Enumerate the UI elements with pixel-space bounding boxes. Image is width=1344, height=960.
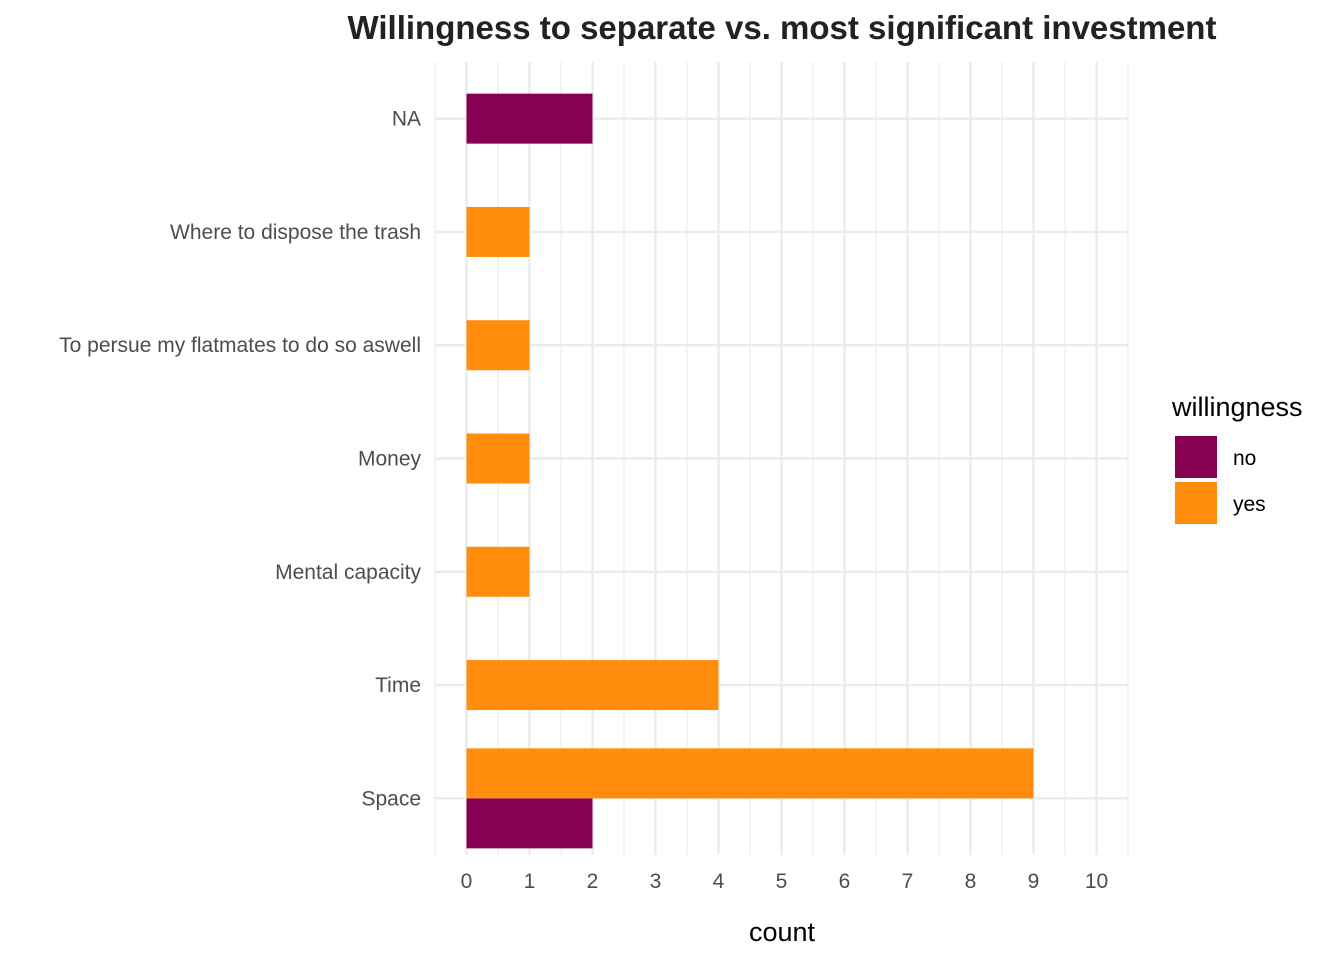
x-axis-tick-labels: 0 1 2 3 4 5 6 7 8 9 10: [461, 870, 1109, 893]
x-tick-label: 3: [650, 870, 662, 893]
chart-title: Willingness to separate vs. most signifi…: [348, 9, 1217, 46]
y-tick-label: Space: [361, 787, 421, 810]
y-tick-label: Where to dispose the trash: [170, 221, 421, 244]
legend-key-yes: [1175, 482, 1217, 524]
x-tick-label: 4: [713, 870, 725, 893]
x-tick-label: 6: [839, 870, 851, 893]
legend-label-yes: yes: [1233, 493, 1266, 516]
x-tick-label: 1: [524, 870, 536, 893]
bar-yes: [466, 748, 1034, 799]
y-tick-label: Time: [375, 674, 421, 697]
bar-no: [466, 93, 593, 144]
bar-yes: [466, 660, 719, 711]
legend: willingness no yes: [1171, 392, 1303, 524]
legend-label-no: no: [1233, 447, 1256, 470]
x-tick-label: 9: [1028, 870, 1040, 893]
bar-yes: [466, 320, 530, 371]
bars: [466, 93, 1034, 849]
x-tick-label: 8: [965, 870, 977, 893]
x-tick-label: 5: [776, 870, 788, 893]
x-tick-label: 7: [902, 870, 914, 893]
bar-yes: [466, 433, 530, 484]
x-tick-label: 2: [587, 870, 599, 893]
legend-key-no: [1175, 436, 1217, 478]
x-tick-label: 0: [461, 870, 473, 893]
grid: [434, 62, 1129, 855]
y-tick-label: Money: [358, 448, 422, 471]
y-tick-label: To persue my flatmates to do so aswell: [59, 334, 421, 357]
y-axis-tick-labels: NA Where to dispose the trash To persue my…: [59, 108, 421, 811]
bar-no: [466, 798, 593, 849]
y-tick-label: Mental capacity: [275, 561, 421, 584]
x-tick-label: 10: [1085, 870, 1108, 893]
bar-yes: [466, 206, 530, 257]
legend-title: willingness: [1171, 392, 1303, 422]
x-axis-title: count: [749, 917, 816, 947]
y-tick-label: NA: [392, 108, 421, 131]
bar-yes: [466, 546, 530, 597]
